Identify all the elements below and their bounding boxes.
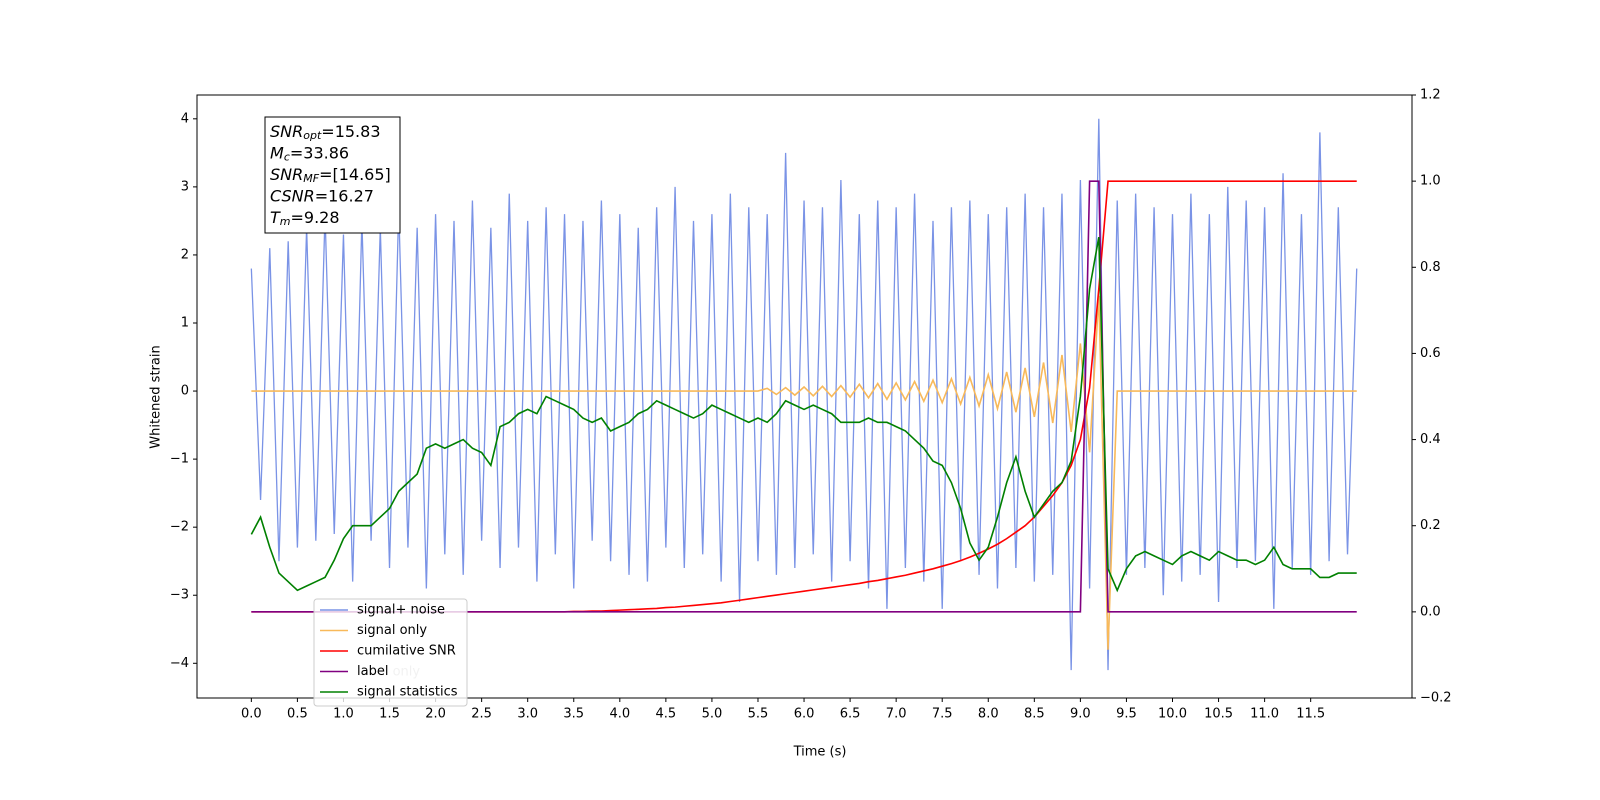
- legend-label: signal only: [357, 623, 427, 638]
- x-tick-label: 8.0: [978, 707, 999, 722]
- annotation-symbol: SNR: [270, 165, 303, 184]
- x-tick-label: 5.0: [702, 707, 723, 722]
- x-tick-label: 2.5: [471, 707, 492, 722]
- x-tick-label: 10.0: [1158, 707, 1187, 722]
- y2-tick-label: 0.6: [1420, 346, 1441, 361]
- y2-tick-label: −0.2: [1420, 691, 1452, 706]
- x-tick-label: 8.5: [1024, 707, 1045, 722]
- legend-box: [313, 598, 468, 707]
- y-tick-label: −2: [170, 520, 189, 535]
- legend-label: signal+ noise: [357, 603, 445, 618]
- y-tick-label: 3: [181, 179, 189, 194]
- x-tick-label: 7.5: [932, 707, 953, 722]
- annotation-subscript: opt: [303, 129, 322, 142]
- x-tick-label: 0.0: [241, 707, 262, 722]
- legend-label: label: [357, 664, 388, 679]
- y2-tick-label: 0.2: [1420, 518, 1441, 533]
- legend-label: signal statistics: [357, 685, 458, 700]
- x-tick-label: 5.5: [748, 707, 769, 722]
- x-tick-label: 0.5: [287, 707, 308, 722]
- y2-tick-label: 0.0: [1420, 604, 1441, 619]
- y2-tick-label: 0.8: [1420, 260, 1441, 275]
- x-axis-label: Time (s): [793, 745, 847, 760]
- series-line: [250, 236, 1357, 593]
- x-tick-label: 1.5: [379, 707, 400, 722]
- y2-tick-label: 1.2: [1420, 88, 1441, 103]
- y-tick-label: 2: [181, 247, 189, 262]
- annotation-value: =33.86: [290, 143, 349, 162]
- y2-tick-label: 0.4: [1420, 432, 1441, 447]
- annotation-value: =[14.65]: [319, 165, 391, 184]
- annotation-subscript: m: [280, 215, 291, 228]
- y-tick-label: −1: [170, 452, 189, 467]
- annotation: SNRopt=15.83Mc=33.86SNRMF=[14.65]CSNR=16…: [264, 116, 401, 234]
- annotation-value: =9.28: [291, 208, 340, 227]
- plot-area: [250, 118, 1358, 671]
- legend-label: cumilative SNR: [357, 644, 456, 659]
- annotation-symbol: CSNR: [270, 186, 315, 205]
- x-tick-label: 2.0: [425, 707, 446, 722]
- x-tick-label: 9.0: [1070, 707, 1091, 722]
- annotation-line: SNRopt=15.83: [270, 122, 381, 143]
- y-tick-label: −4: [170, 656, 189, 671]
- x-tick-label: 1.0: [333, 707, 354, 722]
- x-tick-label: 3.5: [563, 707, 584, 722]
- annotation-line: CSNR=16.27: [270, 186, 374, 205]
- y-axis-label: Whitened strain: [149, 345, 164, 448]
- x-tick-label: 9.5: [1116, 707, 1137, 722]
- annotation-value: =15.83: [321, 122, 380, 141]
- x-tick-label: 4.0: [609, 707, 630, 722]
- y-tick-label: −3: [170, 588, 189, 603]
- y-tick-label: 4: [181, 111, 189, 126]
- annotation-box: [264, 116, 401, 234]
- x-tick-label: 3.0: [517, 707, 538, 722]
- x-tick-label: 6.0: [794, 707, 815, 722]
- y-tick-label: 1: [181, 315, 189, 330]
- annotation-symbol: T: [270, 208, 281, 227]
- annotation-line: Mc=33.86: [270, 143, 349, 164]
- annotation-subscript: MF: [303, 172, 319, 185]
- annotation-line: Tm=9.28: [270, 208, 340, 229]
- annotation-value: =16.27: [315, 186, 374, 205]
- x-tick-label: 11.0: [1250, 707, 1279, 722]
- annotation-symbol: M: [270, 143, 284, 162]
- x-tick-label: 7.0: [886, 707, 907, 722]
- series-line: [250, 118, 1358, 671]
- series-line: [251, 295, 1357, 650]
- y2-tick-label: 1.0: [1420, 174, 1441, 189]
- annotation-symbol: SNR: [270, 122, 303, 141]
- y-tick-label: 0: [181, 384, 189, 399]
- x-tick-label: 10.5: [1204, 707, 1233, 722]
- annotation-line: SNRMF=[14.65]: [270, 165, 391, 186]
- x-tick-label: 6.5: [840, 707, 861, 722]
- annotation-subscript: c: [284, 151, 290, 164]
- x-tick-label: 11.5: [1296, 707, 1325, 722]
- x-tick-label: 4.5: [656, 707, 677, 722]
